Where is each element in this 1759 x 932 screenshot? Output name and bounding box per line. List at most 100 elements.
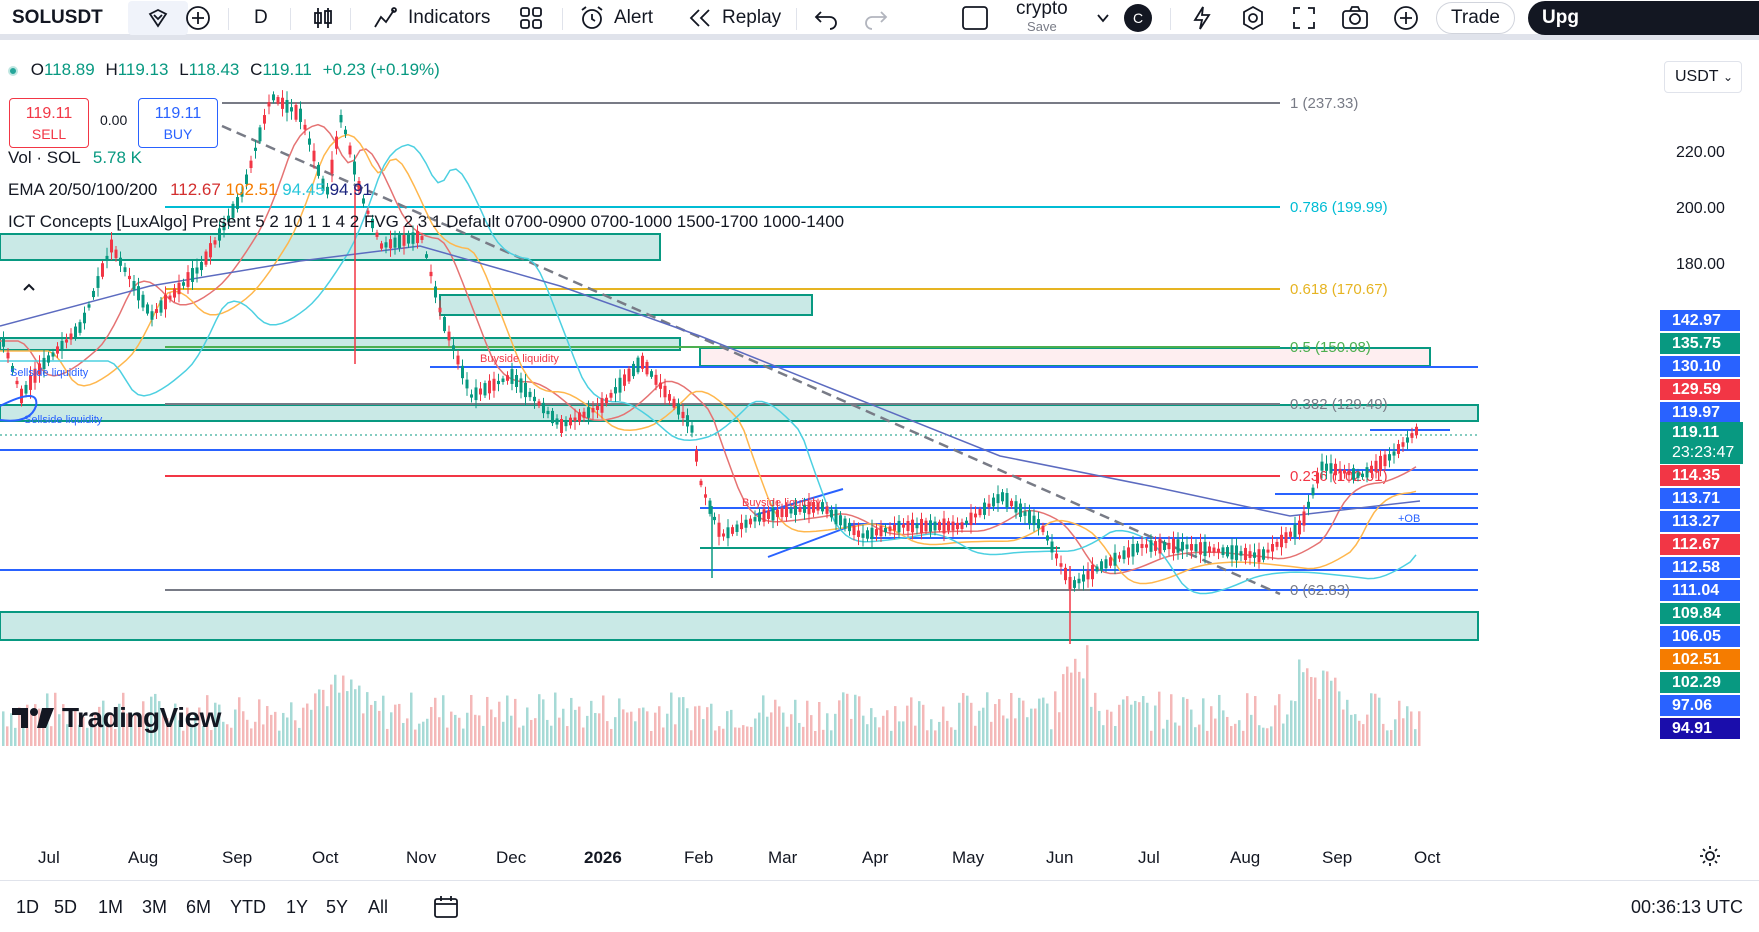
tradingview-logo[interactable]: TradingView: [12, 702, 221, 734]
candle-body: [1077, 578, 1081, 584]
candle-body: [497, 380, 500, 385]
trade-button[interactable]: Trade: [1436, 2, 1515, 34]
time-tick-label: Feb: [684, 848, 714, 867]
channel-line: [767, 523, 857, 558]
time-tick-label: Aug: [128, 848, 159, 867]
volume-bar: [962, 693, 965, 746]
candle-body: [1037, 519, 1040, 529]
candle-body: [1023, 511, 1027, 516]
volume-bar: [246, 719, 249, 746]
alert-button[interactable]: Alert: [578, 0, 653, 36]
candle-body: [960, 522, 964, 529]
price-plot[interactable]: 1 (237.33) 0.786 (199.99) 0.618 (170.67) 0.…: [0, 46, 1664, 838]
volume-bar: [722, 728, 725, 746]
compare-favorite-button[interactable]: [128, 1, 188, 35]
candle-body: [290, 107, 293, 112]
candle-body: [1118, 555, 1121, 559]
quick-search-button[interactable]: [1188, 0, 1216, 36]
indicators-button[interactable]: Indicators: [372, 0, 490, 36]
candle-body: [1190, 544, 1193, 551]
volume-bar: [1306, 668, 1309, 746]
volume-bar: [1266, 728, 1269, 746]
volume-bar: [106, 725, 109, 746]
order-block-zone: [0, 233, 661, 261]
chart-type-button[interactable]: [310, 0, 336, 36]
volume-bar: [54, 692, 57, 746]
volume-bar: [50, 726, 53, 746]
range-button-5y[interactable]: 5Y: [326, 897, 349, 917]
volume-bar: [862, 715, 865, 746]
range-button-1m[interactable]: 1M: [98, 897, 124, 917]
range-button-1y[interactable]: 1Y: [286, 897, 309, 917]
date-range-button[interactable]: [432, 893, 460, 926]
volume-bar: [190, 727, 193, 746]
volume-bar: [1346, 699, 1349, 746]
volume-bar: [426, 718, 429, 746]
fib-level-label: 0.5 (150.08): [1290, 339, 1371, 356]
add-symbol-button[interactable]: [184, 0, 212, 36]
volume-bar: [966, 695, 969, 746]
range-button-6m[interactable]: 6M: [186, 897, 212, 917]
price-level-tag: 111.04: [1660, 580, 1740, 601]
utc-clock[interactable]: 00:36:13 UTC: [1630, 897, 1743, 917]
range-button-1d[interactable]: 1D: [16, 897, 40, 917]
interval-button[interactable]: D: [254, 0, 268, 36]
upgrade-button[interactable]: Upg: [1528, 1, 1759, 35]
candle-body: [1334, 463, 1337, 476]
volume-bar: [902, 721, 905, 746]
candle-body: [1127, 547, 1130, 558]
volume-bar: [294, 720, 297, 746]
candle-body: [159, 300, 163, 313]
candle-body: [191, 268, 194, 282]
candle-body: [848, 522, 851, 532]
volume-bar: [94, 712, 97, 746]
liquidity-label: Buyside liquidity: [480, 353, 559, 365]
undo-button[interactable]: [812, 0, 840, 36]
candle-body: [951, 521, 955, 531]
replay-button[interactable]: Replay: [686, 0, 781, 36]
buy-button[interactable]: 119.11 BUY: [138, 98, 218, 148]
candle-body: [1176, 539, 1180, 553]
range-button-ytd[interactable]: YTD: [230, 897, 266, 917]
settings-button[interactable]: [1239, 0, 1267, 36]
candle-body: [614, 387, 617, 394]
templates-button[interactable]: [518, 0, 544, 36]
chart-pane[interactable]: 1 (237.33) 0.786 (199.99) 0.618 (170.67) 0.…: [0, 46, 1664, 838]
volume-bar: [1406, 706, 1409, 746]
candle-body: [92, 290, 95, 298]
redo-button[interactable]: [862, 0, 890, 36]
volume-bar: [774, 699, 777, 746]
volume-bar: [506, 695, 509, 746]
candle-body: [978, 509, 982, 516]
volume-bar: [238, 697, 241, 746]
collapse-legend-button[interactable]: [10, 274, 48, 302]
time-tick-label: Sep: [222, 848, 253, 867]
candle-body: [524, 382, 527, 398]
square-icon: [962, 6, 988, 30]
layout-save-button[interactable]: crypto Save: [1016, 0, 1068, 36]
range-button-5d[interactable]: 5D: [54, 897, 78, 917]
avatar[interactable]: C: [1124, 4, 1152, 32]
range-button-3m[interactable]: 3M: [142, 897, 168, 917]
candle-body: [281, 97, 284, 109]
candle-body: [1329, 463, 1333, 474]
volume-bar: [370, 704, 373, 746]
symbol-search[interactable]: SOLUSDT: [12, 0, 103, 36]
price-axis[interactable]: USDT ⌄ 220.00 200.00 180.00 142.97 135.75 13…: [1660, 46, 1759, 838]
volume-bar: [730, 709, 733, 746]
range-button-all[interactable]: All: [368, 897, 389, 917]
fullscreen-button[interactable]: [1290, 0, 1318, 36]
volume-bar: [614, 717, 617, 746]
layout-menu-button[interactable]: [1094, 0, 1112, 36]
candle-body: [1230, 545, 1234, 560]
volume-bar: [90, 721, 93, 746]
publish-button[interactable]: [1392, 0, 1420, 36]
candle-body: [555, 418, 559, 425]
sell-button[interactable]: 119.11 SELL: [9, 98, 89, 148]
candle-body: [641, 355, 644, 369]
time-axis-settings[interactable]: [1698, 844, 1722, 873]
layout-button[interactable]: [960, 0, 990, 36]
candle-body: [312, 150, 316, 162]
currency-selector[interactable]: USDT ⌄: [1664, 61, 1742, 93]
snapshot-button[interactable]: [1340, 0, 1370, 36]
